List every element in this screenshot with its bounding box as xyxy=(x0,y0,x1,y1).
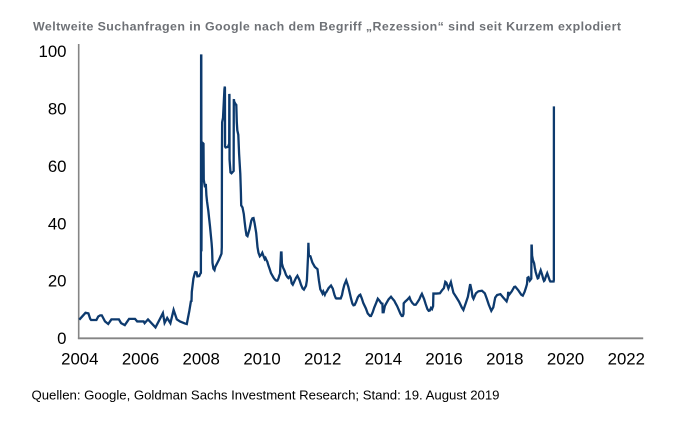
svg-text:2008: 2008 xyxy=(183,350,220,369)
svg-text:2014: 2014 xyxy=(365,350,402,369)
svg-text:2010: 2010 xyxy=(243,350,280,369)
svg-text:40: 40 xyxy=(48,214,67,233)
svg-text:Weltweite Suchanfragen in Goog: Weltweite Suchanfragen in Google nach de… xyxy=(33,20,621,34)
svg-text:2016: 2016 xyxy=(425,350,462,369)
svg-text:20: 20 xyxy=(48,272,67,291)
svg-text:60: 60 xyxy=(48,157,67,176)
svg-text:80: 80 xyxy=(48,99,67,118)
svg-text:0: 0 xyxy=(57,329,66,348)
svg-text:2004: 2004 xyxy=(61,350,98,369)
svg-text:2012: 2012 xyxy=(304,350,341,369)
svg-text:2006: 2006 xyxy=(122,350,159,369)
svg-text:2022: 2022 xyxy=(608,350,645,369)
svg-text:2018: 2018 xyxy=(486,350,523,369)
svg-text:100: 100 xyxy=(39,42,67,61)
svg-text:Quellen: Google, Goldman Sachs: Quellen: Google, Goldman Sachs Investmen… xyxy=(32,387,500,402)
svg-text:2020: 2020 xyxy=(547,350,584,369)
